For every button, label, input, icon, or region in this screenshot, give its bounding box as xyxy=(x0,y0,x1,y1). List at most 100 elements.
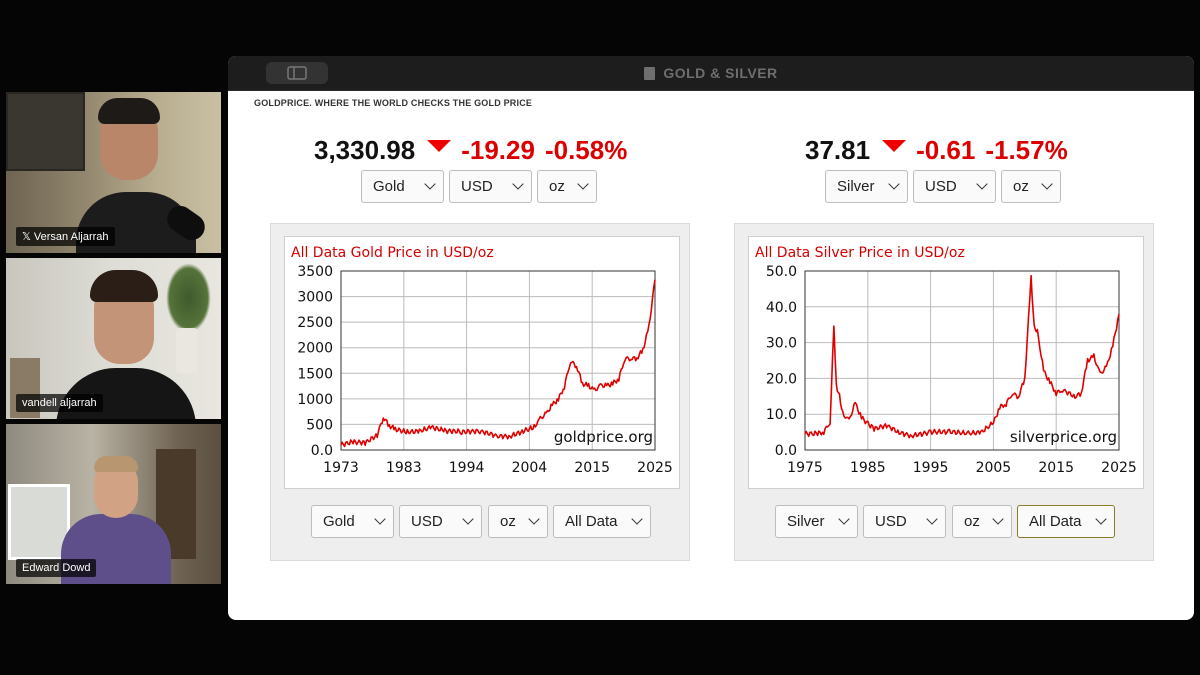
gold-chart-svg: All Data Gold Price in USD/oz 0.0 500 1000 1… xyxy=(291,245,673,476)
currency-select[interactable]: USD xyxy=(399,505,482,538)
down-arrow-icon xyxy=(882,140,907,152)
x-tick-label: 2025 xyxy=(1101,460,1137,476)
range-select[interactable]: All Data xyxy=(553,505,651,538)
metal-select-value: Silver xyxy=(837,178,875,195)
y-tick-label: 2500 xyxy=(297,315,333,331)
chevron-down-icon xyxy=(528,513,540,525)
down-arrow-icon xyxy=(427,140,452,152)
y-tick-label: 30.0 xyxy=(766,336,797,352)
participant-hair xyxy=(90,270,158,302)
currency-select-value: USD xyxy=(925,178,957,195)
unit-select-value: oz xyxy=(500,513,516,530)
chevron-down-icon xyxy=(888,178,900,190)
window-title-text: GOLD & SILVER xyxy=(663,65,778,81)
plot-frame xyxy=(804,270,1120,451)
x-tick-label: 1983 xyxy=(386,460,422,476)
silver-chart: All Data Silver Price in USD/oz 0.0 10.0 20… xyxy=(748,236,1144,489)
silver-chart-box: All Data Silver Price in USD/oz 0.0 10.0 20… xyxy=(734,223,1154,561)
silver-change: -0.61 xyxy=(916,134,976,165)
unit-select-value: oz xyxy=(549,178,565,195)
chevron-down-icon xyxy=(838,513,850,525)
x-tick-label: 1995 xyxy=(913,460,949,476)
chart-title: All Data Gold Price in USD/oz xyxy=(291,245,494,261)
x-tick-label: 2015 xyxy=(1038,460,1074,476)
y-tick-label: 1000 xyxy=(297,392,333,408)
currency-select[interactable]: USD xyxy=(449,170,532,203)
x-tick-label: 1994 xyxy=(449,460,485,476)
silver-price-line: 37.81 -0.61 -1.57% xyxy=(805,134,1068,166)
chart-watermark: goldprice.org xyxy=(554,428,653,446)
chart-title: All Data Silver Price in USD/oz xyxy=(755,245,965,261)
metal-select-value: Silver xyxy=(787,513,825,530)
gold-price: 3,330.98 xyxy=(314,134,416,165)
document-icon xyxy=(644,66,656,80)
currency-select[interactable]: USD xyxy=(913,170,996,203)
participant-name: 𝕏 Versan Aljarrah xyxy=(16,227,115,246)
chevron-down-icon xyxy=(992,513,1004,525)
x-tick-label: 1973 xyxy=(323,460,359,476)
metal-select[interactable]: Gold xyxy=(311,505,394,538)
plot-frame xyxy=(340,270,656,451)
range-select-value: All Data xyxy=(1029,513,1082,530)
y-tick-label: 40.0 xyxy=(766,300,797,316)
gold-chart: All Data Gold Price in USD/oz 0.0 500 1000 1… xyxy=(284,236,680,489)
metal-select[interactable]: Silver xyxy=(775,505,858,538)
unit-select-value: oz xyxy=(964,513,980,530)
silver-chart-svg: All Data Silver Price in USD/oz 0.0 10.0 20… xyxy=(755,245,1137,476)
range-select-value: All Data xyxy=(565,513,618,530)
gold-price-line: 3,330.98 -19.29 -0.58% xyxy=(314,134,627,166)
site-brand[interactable]: GOLDPRICE. WHERE THE WORLD CHECKS THE GO… xyxy=(254,98,533,108)
chevron-down-icon xyxy=(512,178,524,190)
x-tick-label: 2005 xyxy=(976,460,1012,476)
chevron-down-icon xyxy=(374,513,386,525)
participant-tile[interactable]: Edward Dowd xyxy=(6,424,221,584)
participant-tile[interactable]: 𝕏 Versan Aljarrah xyxy=(6,92,221,253)
participant-hair xyxy=(98,98,160,124)
participant-name: Edward Dowd xyxy=(16,559,97,577)
chart-watermark: silverprice.org xyxy=(1010,428,1117,446)
participant-tile[interactable]: vandell aljarrah xyxy=(6,258,221,419)
y-tick-label: 0.0 xyxy=(775,443,797,459)
x-tick-label: 2004 xyxy=(512,460,548,476)
tv-screen xyxy=(6,92,85,171)
currency-select-value: USD xyxy=(461,178,493,195)
sidebar-icon xyxy=(287,66,307,80)
y-tick-label: 500 xyxy=(306,417,333,433)
window-titlebar: GOLD & SILVER xyxy=(228,56,1194,91)
sidebar-toggle-button[interactable] xyxy=(266,62,328,84)
y-tick-label: 10.0 xyxy=(766,407,797,423)
price-series-line xyxy=(804,274,1120,439)
metal-select-value: Gold xyxy=(323,513,355,530)
currency-select-value: USD xyxy=(411,513,443,530)
participant-name: vandell aljarrah xyxy=(16,394,103,412)
price-series-line xyxy=(340,279,656,448)
chevron-down-icon xyxy=(424,178,436,190)
chevron-down-icon xyxy=(1095,513,1107,525)
unit-select-value: oz xyxy=(1013,178,1029,195)
y-tick-label: 50.0 xyxy=(766,264,797,280)
unit-select[interactable]: oz xyxy=(1001,170,1061,203)
window xyxy=(8,484,70,560)
unit-select[interactable]: oz xyxy=(952,505,1012,538)
y-tick-label: 2000 xyxy=(297,341,333,357)
gold-chart-box: All Data Gold Price in USD/oz 0.0 500 1000 1… xyxy=(270,223,690,561)
gold-change: -19.29 xyxy=(461,134,535,165)
shared-window: GOLD & SILVER GOLDPRICE. WHERE THE WORLD… xyxy=(228,56,1194,620)
x-tick-label: 1985 xyxy=(850,460,886,476)
unit-select[interactable]: oz xyxy=(537,170,597,203)
range-select[interactable]: All Data xyxy=(1017,505,1115,538)
unit-select[interactable]: oz xyxy=(488,505,548,538)
plant xyxy=(166,263,211,333)
currency-select[interactable]: USD xyxy=(863,505,946,538)
window-title: GOLD & SILVER xyxy=(228,56,1194,90)
chevron-down-icon xyxy=(577,178,589,190)
metal-select[interactable]: Gold xyxy=(361,170,444,203)
vase xyxy=(176,328,198,373)
metal-select-value: Gold xyxy=(373,178,405,195)
x-tick-label: 2015 xyxy=(574,460,610,476)
y-tick-label: 3500 xyxy=(297,264,333,280)
chevron-down-icon xyxy=(462,513,474,525)
chevron-down-icon xyxy=(1041,178,1053,190)
y-tick-label: 3000 xyxy=(297,290,333,306)
metal-select[interactable]: Silver xyxy=(825,170,908,203)
